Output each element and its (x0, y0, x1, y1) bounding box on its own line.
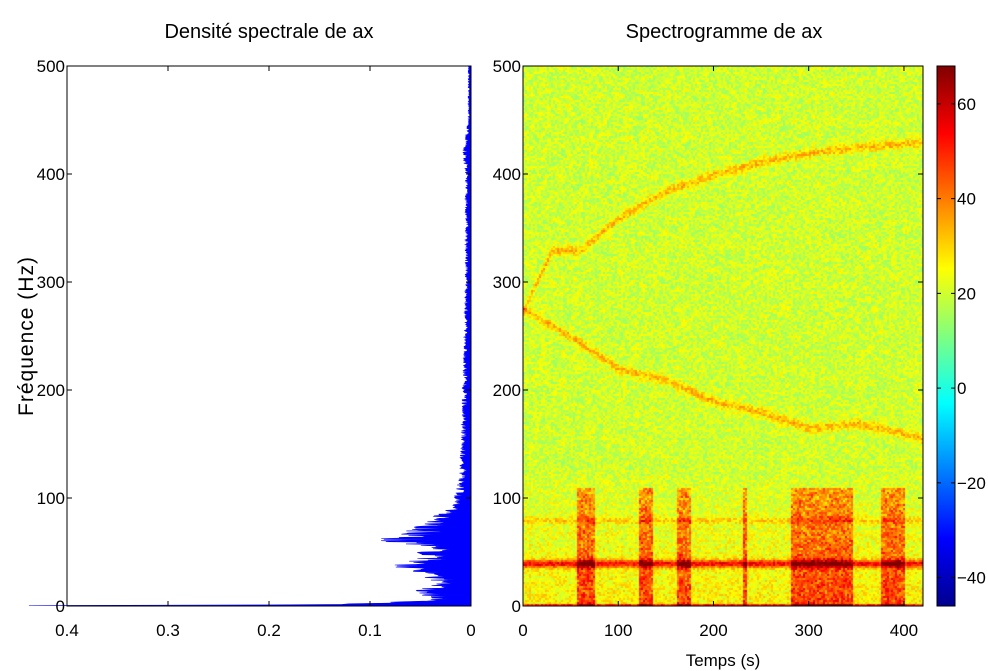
psd-x-tick-label: 0.3 (156, 621, 180, 640)
spectrogram-y-ticks: 0 100 200 300 400 500 (493, 57, 923, 616)
psd-axes-frame (66, 65, 472, 607)
colorbar: 60 40 20 0 −20 −40 (936, 65, 986, 607)
psd-y-tick-label: 0 (56, 597, 65, 616)
psd-y-tick-label: 300 (37, 273, 65, 292)
psd-title: Densité spectrale de ax (164, 21, 373, 43)
spectrogram-x-tick-label: 300 (795, 621, 823, 640)
colorbar-tick-label: 60 (957, 95, 976, 114)
psd-chart: Densité spectrale de ax Fréquence (Hz) 0… (15, 21, 476, 640)
spectrogram-x-tick-label: 100 (604, 621, 632, 640)
psd-x-tick-label: 0.4 (55, 621, 79, 640)
spectrogram-x-tick-label: 200 (699, 621, 727, 640)
spectrogram-y-tick-label: 200 (493, 381, 521, 400)
psd-x-tick-label: 0.2 (257, 621, 281, 640)
spectrogram-y-tick-label: 400 (493, 165, 521, 184)
colorbar-ticks: 60 40 20 0 −20 −40 (937, 95, 986, 588)
colorbar-tick-label: 0 (957, 379, 966, 398)
spectrogram-x-tick-label: 0 (518, 621, 527, 640)
spectrogram-y-tick-label: 100 (493, 489, 521, 508)
psd-y-tick-label: 100 (37, 489, 65, 508)
spectrogram-axes-frame (522, 65, 924, 607)
colorbar-tick-label: 40 (957, 190, 976, 209)
psd-y-tick-label: 200 (37, 381, 65, 400)
colorbar-frame (936, 65, 956, 607)
psd-x-tick-label: 0 (466, 621, 475, 640)
psd-series-area (28, 65, 472, 607)
colorbar-tick-label: −40 (957, 569, 986, 588)
spectrogram-x-tick-label: 400 (890, 621, 918, 640)
spectrogram-y-tick-label: 500 (493, 57, 521, 76)
psd-y-tick-label: 500 (37, 57, 65, 76)
psd-x-tick-label: 0.1 (358, 621, 382, 640)
psd-x-ticks: 0.4 0.3 0.2 0.1 0 (55, 66, 476, 640)
psd-y-tick-label: 400 (37, 165, 65, 184)
spectrogram-chart: Spectrogramme de ax 0 100 200 300 400 0 100 20… (493, 21, 924, 670)
spectrogram-image (523, 66, 923, 606)
psd-area (28, 65, 472, 607)
spectrogram-title: Spectrogramme de ax (626, 21, 823, 43)
spectrogram-y-tick-label: 300 (493, 273, 521, 292)
spectrogram-y-tick-label: 0 (512, 597, 521, 616)
colorbar-tick-label: 20 (957, 284, 976, 303)
psd-y-axis-label: Fréquence (Hz) (15, 256, 38, 416)
colorbar-gradient (937, 66, 955, 606)
spectrogram-x-ticks: 0 100 200 300 400 (518, 66, 918, 640)
colorbar-tick-label: −20 (957, 474, 986, 493)
psd-y-ticks: 0 100 200 300 400 500 (37, 57, 471, 616)
spectrogram-heatmap (523, 66, 923, 606)
spectrogram-x-axis-label: Temps (s) (686, 651, 761, 670)
